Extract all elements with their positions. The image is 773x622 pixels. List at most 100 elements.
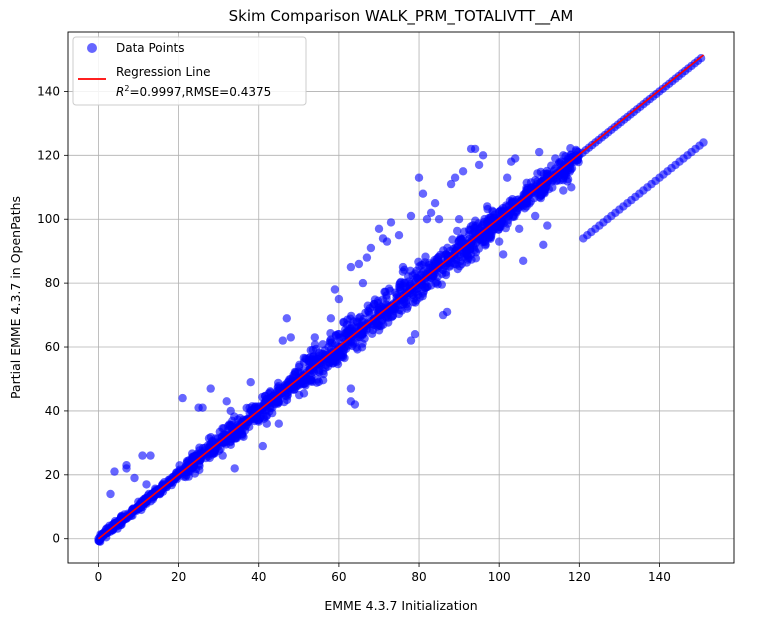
- data-point: [357, 343, 367, 352]
- data-point: [527, 183, 536, 192]
- data-point: [567, 183, 576, 192]
- data-point: [218, 451, 227, 460]
- data-point: [478, 220, 488, 229]
- data-point: [406, 336, 416, 345]
- data-point: [470, 144, 480, 154]
- data-point: [304, 357, 314, 366]
- data-point: [418, 189, 428, 198]
- data-point: [326, 314, 336, 323]
- data-point: [501, 223, 510, 233]
- data-point: [146, 451, 155, 460]
- data-point: [438, 266, 448, 275]
- data-point: [454, 215, 464, 224]
- r-squared-symbol: R: [116, 85, 124, 99]
- data-point: [417, 260, 426, 270]
- data-point: [395, 305, 404, 315]
- data-point: [326, 329, 335, 338]
- data-point: [198, 403, 207, 412]
- data-point: [539, 240, 548, 249]
- data-point: [449, 244, 458, 254]
- data-points: [94, 54, 708, 546]
- data-point: [259, 412, 268, 422]
- x-axis-label: EMME 4.3.7 Initialization: [324, 598, 477, 613]
- data-point: [282, 314, 291, 323]
- data-point: [106, 489, 115, 499]
- data-point: [422, 215, 432, 224]
- data-point: [474, 160, 484, 170]
- data-point: [442, 307, 452, 317]
- data-point: [421, 283, 430, 292]
- y-tick-label: 120: [37, 148, 60, 162]
- data-point: [359, 314, 368, 324]
- legend-label-regression-line: Regression Line: [116, 65, 210, 79]
- y-tick-label: 40: [45, 404, 60, 418]
- data-point: [378, 295, 388, 304]
- data-point: [382, 237, 392, 246]
- data-point: [299, 389, 309, 398]
- chart-title: Skim Comparison WALK_PRM_TOTALIVTT__AM: [229, 7, 574, 26]
- data-point: [384, 284, 394, 293]
- x-tick-label: 0: [95, 570, 103, 584]
- data-point: [182, 456, 192, 466]
- data-point: [551, 154, 560, 163]
- legend-label-data-points: Data Points: [116, 41, 185, 55]
- data-point: [531, 211, 540, 221]
- data-point: [495, 237, 504, 246]
- data-point: [200, 443, 210, 452]
- data-point: [430, 199, 440, 208]
- data-point: [226, 406, 235, 416]
- data-point: [519, 256, 528, 265]
- data-point: [353, 333, 362, 342]
- data-point: [539, 169, 548, 179]
- data-point: [330, 285, 340, 294]
- data-point: [483, 202, 492, 211]
- data-point: [346, 262, 356, 272]
- data-point: [294, 362, 304, 372]
- data-point: [288, 373, 298, 382]
- data-point: [450, 173, 460, 182]
- data-point: [503, 173, 512, 182]
- data-point: [350, 400, 360, 409]
- y-tick-label: 0: [52, 532, 60, 546]
- y-tick-label: 80: [45, 276, 60, 290]
- data-point: [262, 419, 271, 428]
- data-point: [487, 231, 496, 240]
- x-tick-label: 100: [488, 570, 511, 584]
- data-point: [222, 397, 231, 406]
- x-tick-label: 140: [648, 570, 671, 584]
- data-point: [134, 504, 143, 513]
- data-point: [175, 465, 184, 474]
- data-point: [434, 215, 444, 224]
- data-point: [511, 154, 520, 163]
- data-point: [386, 218, 396, 227]
- data-point: [286, 333, 295, 342]
- data-point: [394, 231, 404, 240]
- legend: Data Points Regression Line R2=0.9997,RM…: [72, 36, 307, 106]
- data-point: [533, 169, 542, 178]
- data-point: [142, 480, 151, 489]
- x-tick-label: 60: [331, 570, 346, 584]
- y-axis-ticks: 0 20 40 60 80 100 120 140: [37, 84, 68, 546]
- x-tick-label: 80: [411, 570, 426, 584]
- data-point: [458, 167, 468, 176]
- data-point: [470, 223, 479, 233]
- data-point: [110, 467, 119, 476]
- data-point: [470, 245, 479, 255]
- data-point: [315, 368, 324, 377]
- data-point: [428, 261, 437, 271]
- data-point: [316, 360, 325, 370]
- data-point: [453, 226, 462, 236]
- data-point: [206, 384, 215, 393]
- y-tick-label: 60: [45, 340, 60, 354]
- data-point: [364, 306, 373, 316]
- data-point: [122, 464, 131, 473]
- data-point: [449, 252, 459, 262]
- regression-line: [97, 54, 705, 540]
- legend-regression-stats: R2=0.9997,RMSE=0.4375: [116, 84, 271, 99]
- data-point: [471, 216, 480, 225]
- data-point: [354, 259, 364, 269]
- r-squared-value: =0.9997,RMSE=0.4375: [129, 85, 271, 99]
- data-point: [535, 147, 544, 157]
- data-point: [696, 54, 706, 63]
- data-point: [138, 451, 147, 460]
